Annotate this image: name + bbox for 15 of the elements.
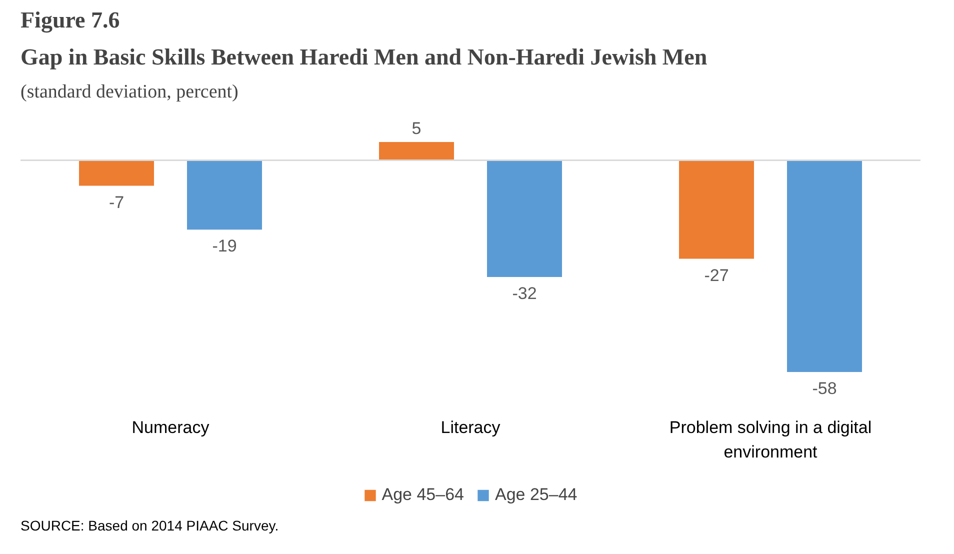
data-label: -27 (704, 266, 729, 285)
data-label: -32 (512, 284, 537, 304)
x-tick-label: Numeracy (132, 418, 210, 437)
legend-label: Age 25–44 (495, 485, 578, 505)
x-tick-label: Problem solving in a digital environment (669, 418, 872, 462)
legend-label: Age 45–64 (382, 485, 464, 505)
x-tick-label: Literacy (440, 418, 501, 437)
data-label: -58 (812, 378, 837, 398)
source-note: SOURCE: Based on 2014 PIAAC Survey. (20, 518, 279, 534)
data-label: -7 (108, 192, 124, 212)
caption: Figure 7.6 (20, 8, 120, 34)
chart-title: Gap in Basic Skills Between Haredi Men and Non-Haredi Jewish Men (20, 44, 708, 70)
chart-subtitle: (standard deviation, percent) (20, 82, 238, 102)
data-label: -19 (212, 236, 237, 256)
data-label: 5 (412, 118, 422, 138)
